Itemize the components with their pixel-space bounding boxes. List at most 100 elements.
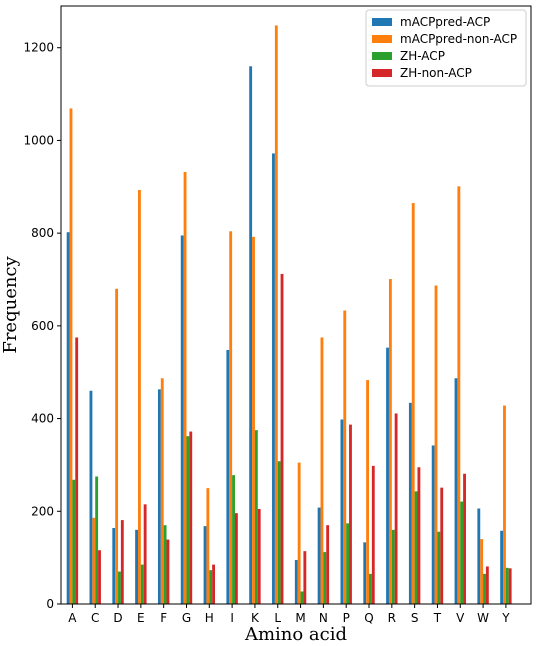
x-tick-label: Q bbox=[364, 611, 373, 625]
bar-A-zh-non-acp bbox=[75, 337, 79, 604]
bar-W-macppred-acp bbox=[477, 508, 481, 604]
bar-V-macppred-acp bbox=[454, 378, 458, 604]
bar-Q-macppred-non-acp bbox=[366, 380, 370, 604]
x-tick-label: D bbox=[113, 611, 122, 625]
bar-S-macppred-non-acp bbox=[411, 203, 415, 604]
x-tick-label: W bbox=[477, 611, 489, 625]
bar-A-macppred-non-acp bbox=[69, 108, 73, 604]
bar-C-macppred-non-acp bbox=[92, 517, 96, 604]
bar-V-zh-acp bbox=[460, 501, 464, 604]
y-tick-label: 800 bbox=[31, 226, 54, 240]
bar-K-zh-acp bbox=[254, 430, 258, 604]
y-axis-ticks: 0 200 400 600 800 1000 1200 bbox=[23, 41, 61, 611]
bar-M-macppred-non-acp bbox=[297, 462, 301, 604]
bar-D-zh-non-acp bbox=[120, 520, 124, 604]
x-tick-label: E bbox=[137, 611, 145, 625]
bar-R-zh-non-acp bbox=[394, 413, 398, 604]
bar-Q-macppred-acp bbox=[363, 542, 367, 604]
legend-label: ZH-non-ACP bbox=[400, 66, 472, 80]
x-tick-label: P bbox=[343, 611, 350, 625]
x-tick-label: L bbox=[274, 611, 281, 625]
y-tick-label: 0 bbox=[46, 597, 54, 611]
bar-D-zh-acp bbox=[118, 571, 121, 604]
x-tick-label: R bbox=[388, 611, 396, 625]
y-tick-label: 600 bbox=[31, 319, 54, 333]
bar-I-zh-non-acp bbox=[234, 513, 238, 604]
y-tick-label: 1200 bbox=[23, 41, 54, 55]
x-tick-label: S bbox=[411, 611, 419, 625]
bar-P-zh-non-acp bbox=[349, 424, 352, 604]
bar-S-zh-acp bbox=[414, 491, 418, 604]
bar-Q-zh-acp bbox=[369, 573, 372, 604]
bar-S-zh-non-acp bbox=[417, 467, 421, 604]
bar-T-zh-non-acp bbox=[440, 487, 444, 604]
y-axis-title: Frequency bbox=[0, 255, 21, 353]
bar-Y-zh-non-acp bbox=[508, 568, 512, 604]
bar-Y-macppred-non-acp bbox=[503, 405, 506, 604]
bar-I-macppred-acp bbox=[226, 349, 230, 604]
bar-H-macppred-non-acp bbox=[206, 488, 210, 604]
bar-T-macppred-non-acp bbox=[434, 285, 438, 604]
legend-label: mACPpred-ACP bbox=[400, 15, 490, 29]
bar-E-zh-acp bbox=[140, 564, 144, 604]
y-tick-label: 400 bbox=[31, 412, 54, 426]
legend-box bbox=[365, 9, 527, 87]
legend: mACPpred-ACP mACPpred-non-ACP ZH-ACP ZH-non… bbox=[365, 9, 527, 87]
bar-G-macppred-non-acp bbox=[183, 171, 187, 604]
legend-swatch bbox=[372, 52, 392, 60]
x-tick-label: H bbox=[205, 611, 214, 625]
bar-M-zh-non-acp bbox=[303, 551, 307, 604]
bar-E-zh-non-acp bbox=[143, 504, 147, 604]
bar-G-zh-acp bbox=[186, 436, 190, 604]
x-tick-label: G bbox=[182, 611, 191, 625]
bar-L-zh-non-acp bbox=[280, 273, 284, 604]
bar-K-zh-non-acp bbox=[257, 508, 261, 604]
bar-W-zh-acp bbox=[483, 573, 486, 604]
bar-Q-zh-non-acp bbox=[371, 465, 375, 604]
bar-E-macppred-non-acp bbox=[138, 190, 141, 605]
bar-A-zh-acp bbox=[72, 479, 76, 604]
bar-V-macppred-non-acp bbox=[457, 186, 461, 604]
bar-P-macppred-acp bbox=[340, 419, 344, 604]
x-tick-label: C bbox=[91, 611, 99, 625]
x-tick-label: K bbox=[251, 611, 260, 625]
x-tick-label: M bbox=[295, 611, 305, 625]
bar-M-macppred-acp bbox=[294, 559, 298, 604]
bar-L-zh-acp bbox=[277, 461, 281, 604]
bar-A-macppred-acp bbox=[66, 232, 70, 604]
x-tick-label: V bbox=[456, 611, 465, 625]
bar-F-zh-acp bbox=[163, 525, 167, 604]
bar-L-macppred-acp bbox=[272, 153, 275, 604]
bar-K-macppred-acp bbox=[249, 66, 253, 604]
bar-R-macppred-acp bbox=[386, 347, 389, 604]
bar-D-macppred-non-acp bbox=[115, 288, 119, 604]
x-tick-label: A bbox=[68, 611, 77, 625]
bar-N-macppred-non-acp bbox=[320, 337, 324, 604]
legend-label: ZH-ACP bbox=[400, 49, 445, 63]
bar-R-macppred-non-acp bbox=[388, 279, 392, 604]
bar-I-zh-acp bbox=[232, 475, 235, 604]
bar-N-zh-non-acp bbox=[326, 525, 330, 604]
bar-W-zh-non-acp bbox=[485, 566, 489, 604]
bar-G-macppred-acp bbox=[180, 235, 184, 604]
legend-swatch bbox=[372, 69, 392, 77]
bar-P-macppred-non-acp bbox=[343, 310, 347, 604]
y-tick-label: 200 bbox=[31, 504, 54, 518]
bar-H-zh-non-acp bbox=[212, 564, 215, 604]
bar-G-zh-non-acp bbox=[189, 431, 193, 604]
bars-group bbox=[66, 25, 512, 605]
x-tick-label: Y bbox=[501, 611, 510, 625]
bar-W-macppred-non-acp bbox=[480, 539, 484, 604]
bar-H-macppred-acp bbox=[203, 526, 207, 604]
legend-label: mACPpred-non-ACP bbox=[400, 32, 517, 46]
bar-T-macppred-acp bbox=[431, 445, 435, 604]
bar-F-macppred-acp bbox=[157, 389, 161, 604]
bar-V-zh-non-acp bbox=[463, 473, 466, 604]
x-tick-label: I bbox=[230, 611, 234, 625]
bar-Y-zh-acp bbox=[505, 567, 509, 604]
bar-K-macppred-non-acp bbox=[252, 236, 255, 605]
bar-F-zh-non-acp bbox=[166, 539, 170, 604]
legend-swatch bbox=[372, 35, 392, 43]
